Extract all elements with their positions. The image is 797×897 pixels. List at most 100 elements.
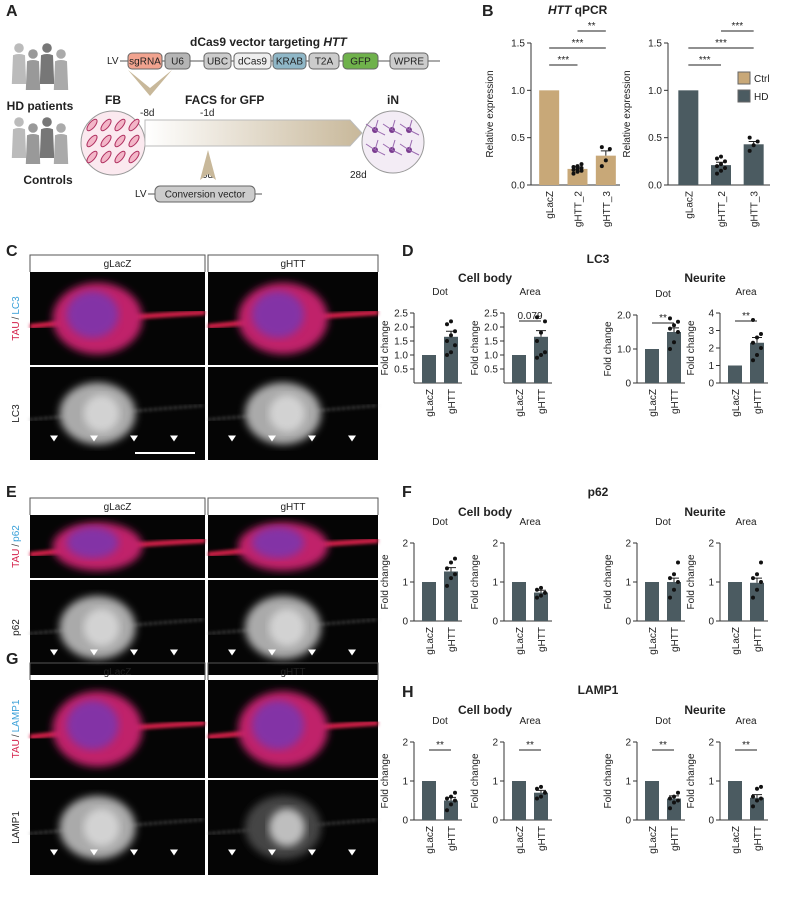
data-point xyxy=(543,319,547,324)
data-point xyxy=(723,159,727,164)
y-tick-label: 1 xyxy=(625,578,631,589)
significance-label: *** xyxy=(715,38,727,49)
y-tick-label: 0 xyxy=(708,816,714,827)
x-tick-label: gHTT_3 xyxy=(602,191,613,228)
data-point xyxy=(543,790,547,795)
legend-label: Ctrl xyxy=(754,74,770,85)
y-tick-label: 0.0 xyxy=(511,181,525,192)
chart-title: Dot xyxy=(432,287,448,298)
y-tick-label: 1 xyxy=(492,777,498,788)
day: 28d xyxy=(350,170,367,181)
data-point xyxy=(579,162,584,167)
chart-title: Area xyxy=(519,287,541,298)
row-label-part: LC3 xyxy=(11,404,22,423)
micrograph-signal xyxy=(29,818,206,835)
chart-title: Dot xyxy=(432,716,448,727)
x-tick-label: gLacZ xyxy=(515,389,526,417)
panel-label: G xyxy=(6,651,18,668)
data-point xyxy=(575,169,580,174)
x-tick-label: gLacZ xyxy=(425,389,436,417)
data-point xyxy=(759,560,763,565)
data-point xyxy=(449,560,453,565)
chart-title: Area xyxy=(735,716,757,727)
data-point xyxy=(668,347,672,351)
person-icon xyxy=(14,43,24,53)
data-point xyxy=(676,798,680,803)
x-tick-label: gHTT xyxy=(537,627,548,652)
data-point xyxy=(672,340,676,345)
cell-signal xyxy=(252,700,304,750)
data-point xyxy=(543,350,547,355)
data-point xyxy=(535,786,539,791)
chart-title: Area xyxy=(519,517,541,528)
data-point xyxy=(449,319,453,324)
bar xyxy=(512,781,526,820)
group-label: HD patients xyxy=(7,99,74,113)
vector-title: dCas9 vector targeting HTT xyxy=(190,35,348,49)
data-point xyxy=(755,139,760,144)
column-label: gLacZ xyxy=(104,502,132,513)
y-axis-label: Fold change xyxy=(380,554,391,609)
column-label: gLacZ xyxy=(104,259,132,270)
fb-cell xyxy=(100,118,112,132)
data-point xyxy=(668,576,672,581)
y-tick-label: 2 xyxy=(402,539,408,550)
data-point xyxy=(539,585,543,590)
y-tick-label: 1 xyxy=(625,777,631,788)
bar xyxy=(422,781,436,820)
data-point xyxy=(453,343,457,348)
arrowhead xyxy=(90,649,98,656)
y-axis-label: Relative expression xyxy=(622,70,633,157)
column-label: gHTT xyxy=(281,667,306,678)
neurite-signal xyxy=(29,618,206,635)
vector-element-label: T2A xyxy=(315,57,334,68)
chart-title: Dot xyxy=(655,716,671,727)
arrow xyxy=(200,150,216,180)
y-tick-label: 0.5 xyxy=(511,133,525,144)
column-bracket xyxy=(29,497,206,515)
x-tick-label: gHTT xyxy=(670,389,681,414)
bar xyxy=(512,355,526,383)
y-tick-label: 2 xyxy=(492,539,498,550)
y-tick-label: 3 xyxy=(708,326,714,337)
x-tick-label: gLacZ xyxy=(425,627,436,655)
bar xyxy=(750,342,764,383)
column-bracket xyxy=(207,497,379,515)
y-tick-label: 0 xyxy=(402,617,408,628)
data-point xyxy=(668,316,672,321)
y-tick-label: 1.0 xyxy=(511,86,525,97)
row-label-part: p62 xyxy=(11,525,22,542)
data-point xyxy=(449,350,453,355)
row-label-part: TAU xyxy=(11,321,22,340)
data-point xyxy=(449,794,453,799)
arrowhead xyxy=(90,435,98,442)
panel-label: C xyxy=(6,243,18,260)
arrowhead xyxy=(268,649,276,656)
person-icon xyxy=(14,117,24,127)
data-point xyxy=(676,560,680,565)
x-tick-label: gLacZ xyxy=(731,389,742,417)
arrow xyxy=(128,70,172,96)
qpcr-title: HTT qPCR xyxy=(548,3,608,17)
data-point xyxy=(676,790,680,795)
y-tick-label: 1.5 xyxy=(511,39,525,50)
data-point xyxy=(535,315,539,320)
data-point xyxy=(445,566,449,571)
arrowhead xyxy=(228,435,236,442)
x-tick-label: gLacZ xyxy=(731,826,742,854)
data-point xyxy=(535,355,539,360)
neurite-signal xyxy=(29,404,206,421)
conversion-label: Conversion vector xyxy=(165,190,246,201)
bar xyxy=(750,582,764,621)
title: qPCR xyxy=(571,3,607,17)
y-tick-label: 0 xyxy=(492,617,498,628)
bar xyxy=(645,582,659,621)
y-axis-label: Fold change xyxy=(686,320,697,375)
data-point xyxy=(751,340,755,345)
legend-label: HD xyxy=(754,92,768,103)
row-label: TAU / LAMP1 xyxy=(11,699,22,758)
fb-cell xyxy=(128,150,140,164)
data-point xyxy=(672,800,676,805)
data-point xyxy=(449,802,453,807)
row-label-part: LAMP1 xyxy=(11,699,22,732)
